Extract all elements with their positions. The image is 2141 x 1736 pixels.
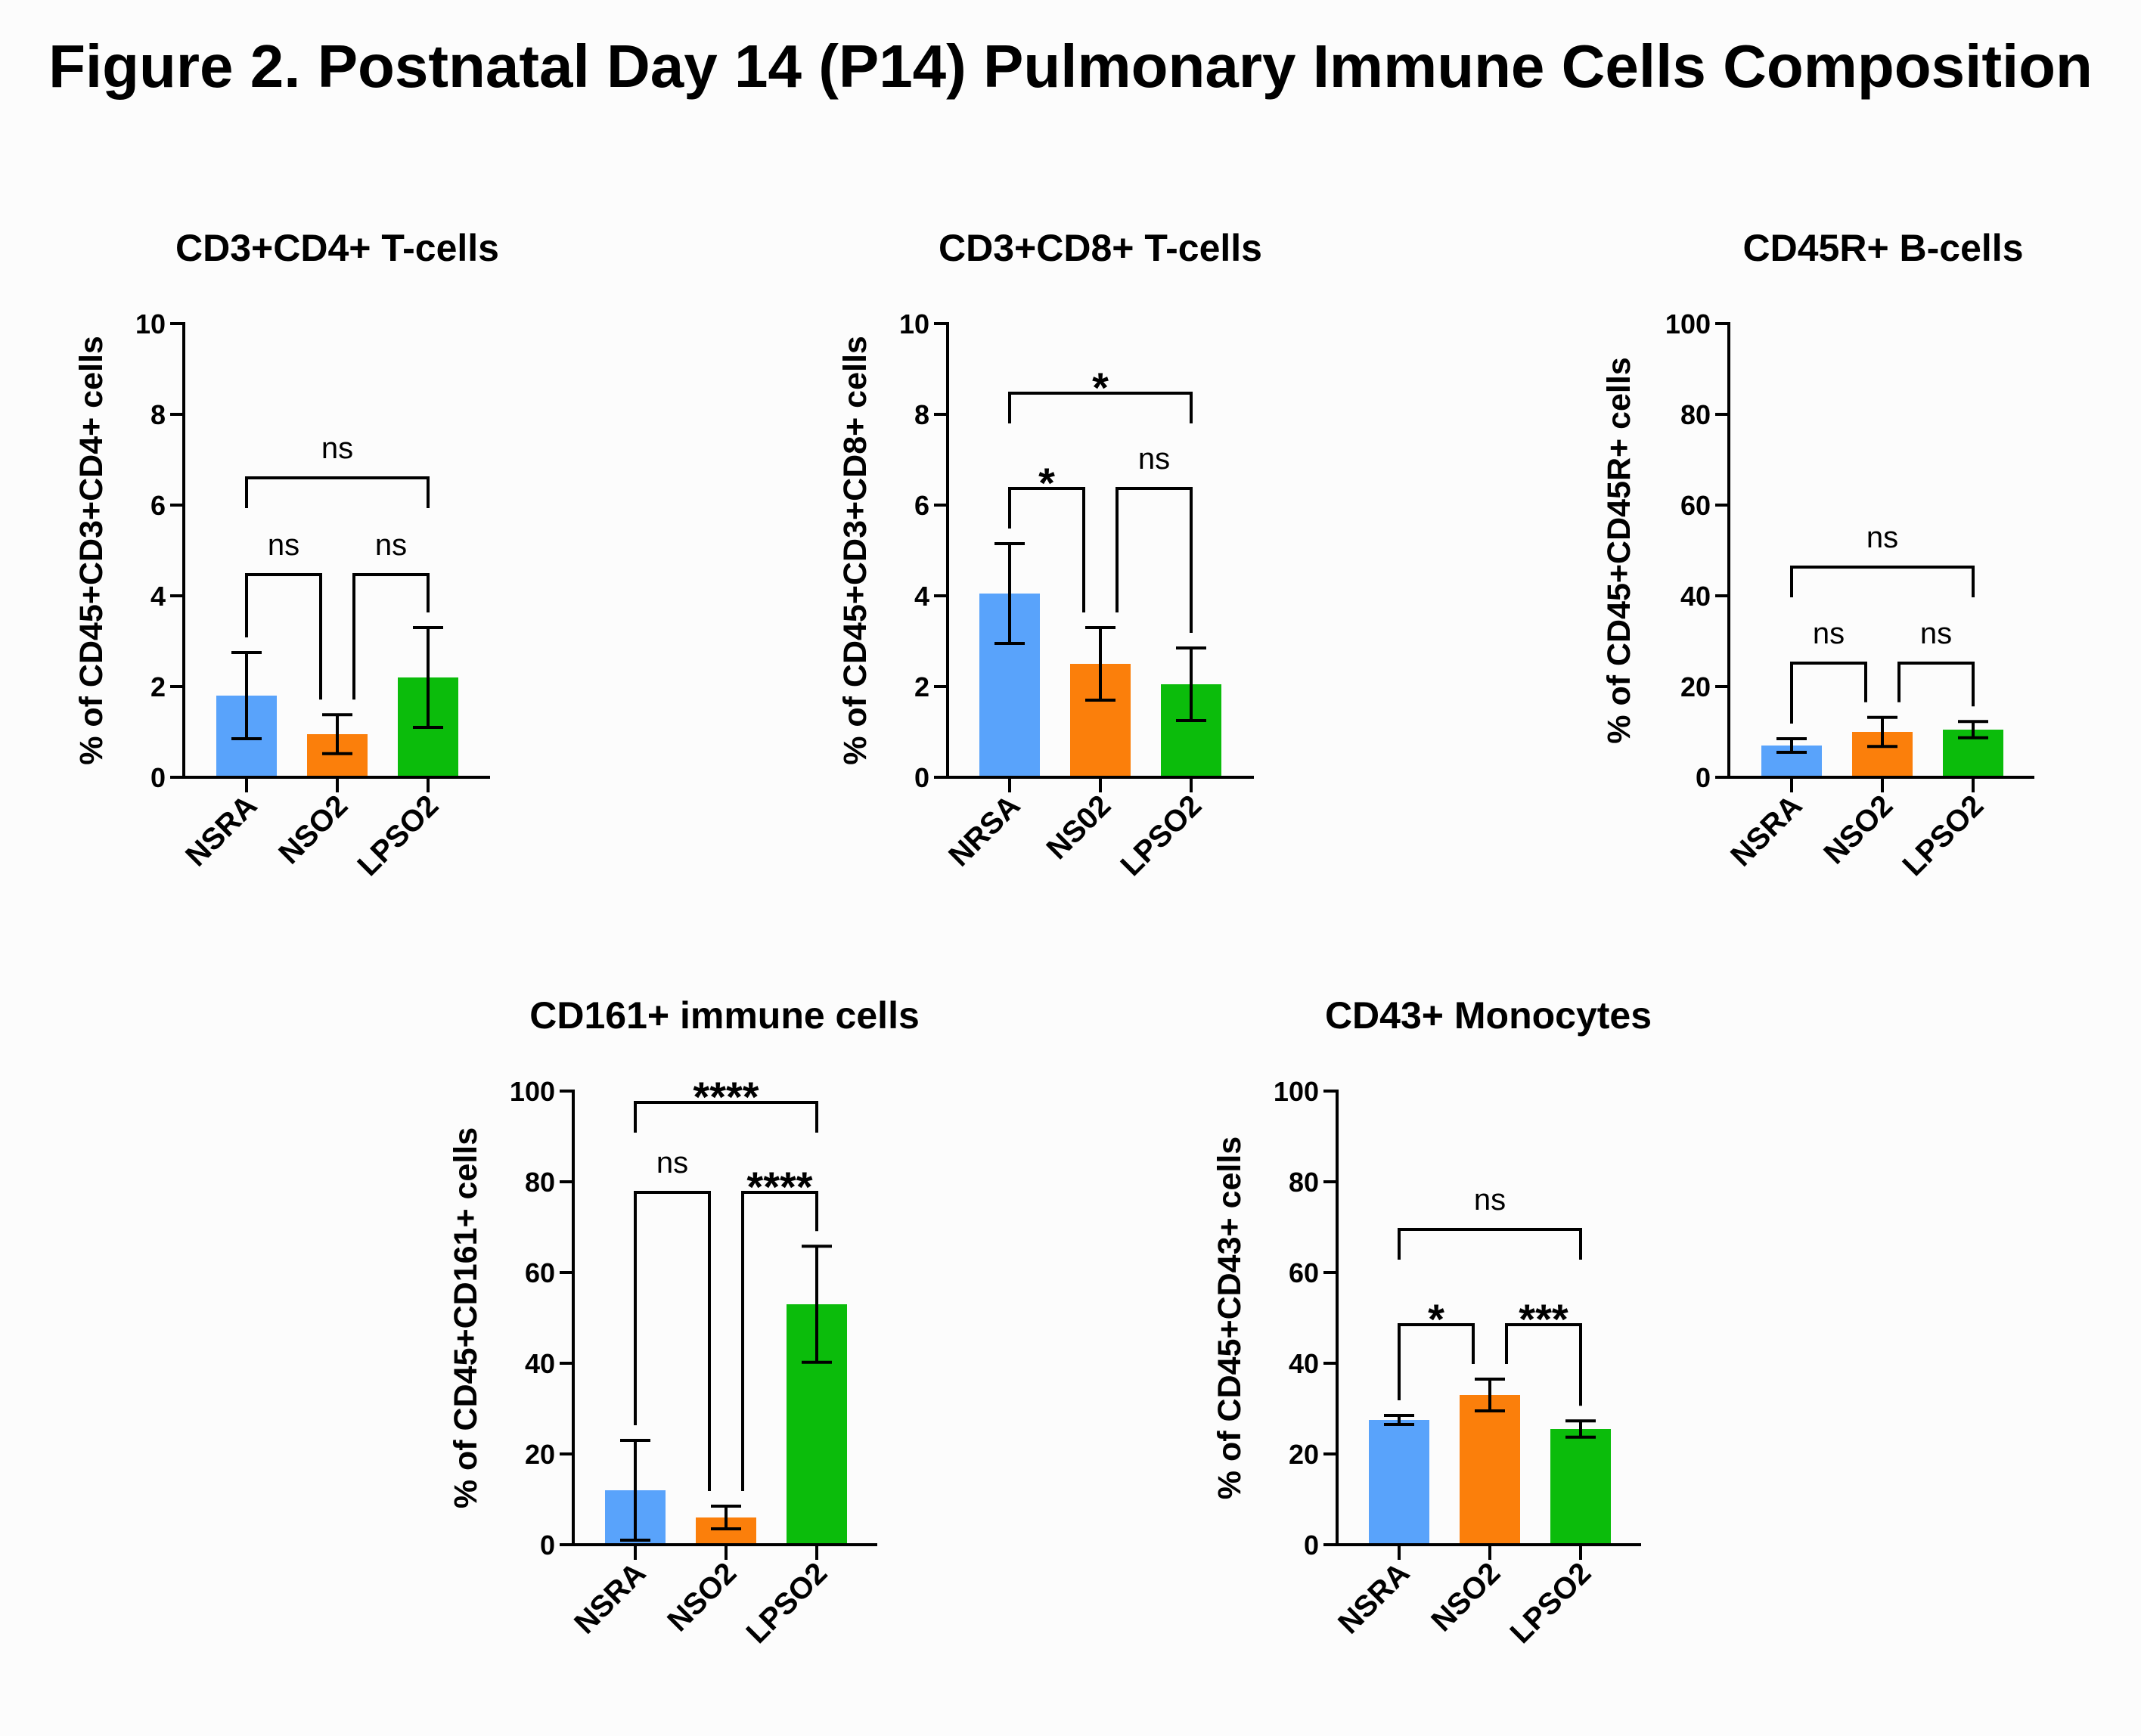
chart-5-ytick-label-4: 80 [1289,1167,1319,1198]
chart-5-ytick-label-3: 60 [1289,1257,1319,1288]
chart-3-category-label-0: NSRA [1724,789,1808,873]
chart-2-bracket-3 [1008,392,1193,423]
chart-2-category-label-1: NS02 [1040,789,1117,866]
chart-3-ytick-label-1: 20 [1680,671,1711,702]
chart-2-significance-label-2: ns [1138,442,1170,476]
chart-3-category-label-2: LPSO2 [1897,789,1991,882]
chart-5-significance-label-2: *** [1519,1295,1569,1343]
chart-1-title: CD3+CD4+ T-cells [175,227,499,269]
chart-5-ytick-label-1: 20 [1289,1439,1319,1470]
chart-1-ytick-label-4: 8 [150,399,166,430]
chart-4-category-label-2: LPSO2 [740,1556,834,1650]
chart-2-significance-label-1: * [1038,459,1055,507]
chart-5-significance-label-1: * [1428,1295,1444,1343]
chart-4-ytick-label-3: 60 [525,1257,555,1288]
chart-4-significance-label-1: ns [656,1146,688,1180]
chart-5-category-label-0: NSRA [1332,1556,1416,1640]
chart-3-ytick-label-3: 60 [1680,490,1711,521]
chart-1-category-label-0: NSRA [179,789,263,873]
chart-4-significance-label-3: **** [693,1073,759,1121]
chart-5-ytick-label-2: 40 [1289,1348,1319,1379]
chart-3-significance-label-3: ns [1866,521,1898,554]
chart-3-significance-label-1: ns [1813,617,1845,650]
chart-1-bracket-2 [352,573,430,700]
chart-4-bracket-1 [634,1191,711,1491]
chart-5-ytick-label-5: 100 [1274,1076,1319,1107]
chart-4-ytick-label-1: 20 [525,1439,555,1470]
chart-1-ytick-label-5: 10 [135,308,166,339]
chart-4-ytick-label-5: 100 [510,1076,555,1107]
chart-4-ytick-label-0: 0 [540,1530,555,1561]
chart-2-ytick-label-3: 6 [914,490,929,521]
chart-4-bracket-2 [741,1191,818,1491]
chart-2-ytick-label-0: 0 [914,762,929,793]
chart-2-category-label-2: LPSO2 [1115,789,1209,882]
chart-5-bar-3 [1550,1429,1611,1545]
chart-1-bracket-3 [245,476,430,508]
chart-5-title: CD43+ Monocytes [1325,994,1652,1037]
chart-1-ytick-label-2: 4 [150,581,166,612]
chart-4-category-label-1: NSO2 [661,1556,743,1638]
chart-5-bracket-2 [1505,1323,1582,1406]
chart-3-title: CD45R+ B-cells [1743,227,2024,269]
chart-2-ytick-label-4: 8 [914,399,929,430]
chart-4-title: CD161+ immune cells [529,994,920,1037]
chart-3-significance-label-2: ns [1920,617,1952,650]
chart-3-ytick-label-2: 40 [1680,581,1711,612]
chart-1-ytick-label-0: 0 [150,762,166,793]
chart-5-category-label-1: NSO2 [1425,1556,1506,1638]
chart-1-significance-label-1: ns [268,529,299,562]
chart-3-bracket-2 [1897,662,1975,707]
chart-5-ylabel: % of CD45+CD43+ cells [1212,1136,1248,1499]
chart-2-bracket-2 [1115,487,1193,633]
chart-4-category-label-0: NSRA [568,1556,652,1640]
chart-2-category-label-0: NRSA [942,789,1026,873]
chart-1-bracket-1 [245,573,322,700]
chart-4-ytick-label-2: 40 [525,1348,555,1379]
chart-5-category-label-2: LPSO2 [1504,1556,1598,1650]
chart-1-significance-label-2: ns [375,529,407,562]
chart-5-bar-1 [1369,1420,1429,1545]
chart-1-category-label-1: NSO2 [272,789,354,870]
chart-1-significance-label-3: ns [321,432,353,465]
chart-5-bracket-3 [1398,1228,1582,1260]
chart-4-significance-label-2: **** [746,1163,812,1211]
chart-2-ytick-label-5: 10 [899,308,929,339]
chart-3-bracket-1 [1790,662,1867,724]
chart-2-significance-label-3: * [1092,364,1109,411]
chart-3-bracket-3 [1790,566,1975,597]
chart-1-ytick-label-1: 2 [150,671,166,702]
chart-5-significance-label-3: ns [1474,1183,1506,1217]
chart-5-bar-2 [1460,1395,1520,1545]
chart-1-category-label-2: LPSO2 [352,789,445,882]
chart-3-ylabel: % of CD45+CD45R+ cells [1601,357,1637,743]
chart-2-title: CD3+CD8+ T-cells [939,227,1262,269]
chart-3-ytick-label-0: 0 [1696,762,1711,793]
chart-2-bracket-1 [1008,487,1085,612]
chart-1-ytick-label-3: 6 [150,490,166,521]
figure-title: Figure 2. Postnatal Day 14 (P14) Pulmona… [48,33,2093,100]
chart-3-category-label-1: NSO2 [1817,789,1899,870]
chart-4-bracket-3 [634,1101,818,1133]
chart-4-ylabel: % of CD45+CD161+ cells [448,1127,484,1508]
chart-5-bracket-1 [1398,1323,1475,1400]
chart-2-ylabel: % of CD45+CD3+CD8+ cells [837,336,873,765]
chart-3-ytick-label-4: 80 [1680,399,1711,430]
chart-2-ytick-label-1: 2 [914,671,929,702]
chart-1-ylabel: % of CD45+CD3+CD4+ cells [73,336,110,765]
chart-2-ytick-label-2: 4 [914,581,929,612]
chart-3-ytick-label-5: 100 [1665,308,1711,339]
chart-5-ytick-label-0: 0 [1304,1530,1319,1561]
chart-4-ytick-label-4: 80 [525,1167,555,1198]
